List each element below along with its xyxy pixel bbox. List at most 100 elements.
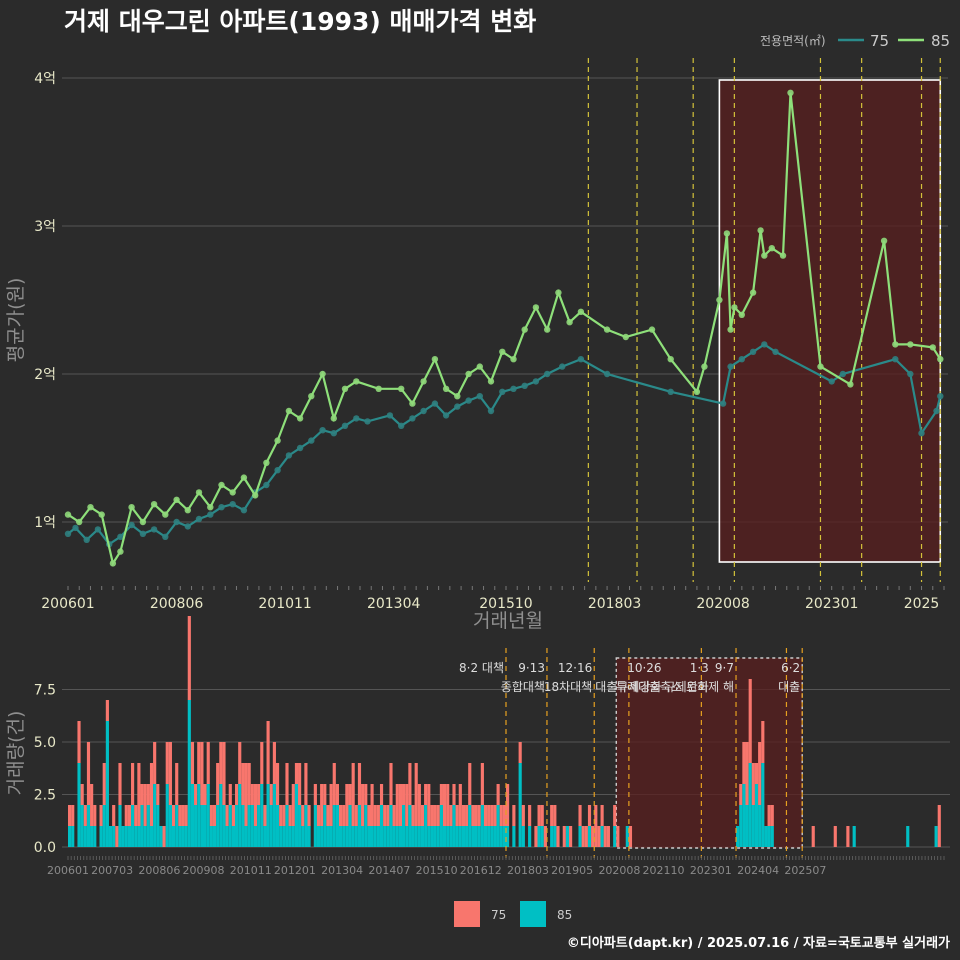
volume-bar-85 [764,826,768,847]
data-point-85 [240,474,248,481]
data-point-85 [195,489,203,496]
volume-bar-85 [238,784,242,847]
data-point-75 [150,526,158,533]
volume-bar-85 [748,763,752,847]
volume-bar-75 [354,805,358,826]
volume-bar-75 [241,763,245,805]
price-x-tick-label: 2025 [904,596,940,612]
volume-bar-75 [811,826,815,847]
volume-bar-85 [187,700,191,847]
volume-x-tick-label: 201510 [416,864,458,877]
volume-bar-75 [402,784,406,805]
volume-bar-75 [118,763,122,805]
volume-bar-85 [335,805,339,847]
volume-bar-75 [427,784,431,826]
volume-bar-85 [134,826,138,847]
volume-bar-85 [376,826,380,847]
volume-bar-85 [398,826,403,847]
data-point-85 [465,370,472,378]
volume-bar-85 [316,826,321,847]
volume-bar-75 [272,742,276,784]
volume-bar-75 [405,784,409,826]
volume-bar-75 [83,805,87,826]
volume-bar-75 [124,805,128,826]
volume-bar-85 [178,826,182,847]
volume-bar-75 [487,805,491,826]
volume-bar-75 [112,805,116,826]
data-point-85 [738,311,745,318]
volume-bar-75 [471,805,475,826]
volume-bar-75 [398,784,403,826]
data-point-85 [727,326,734,333]
volume-bar-85 [298,805,302,847]
volume-bar-85 [143,826,147,847]
volume-bar-75 [326,805,330,826]
volume-bar-75 [80,784,84,805]
volume-bar-85 [137,826,141,847]
data-point-75 [892,356,899,363]
volume-bar-75 [745,742,749,805]
data-point-85 [787,89,794,97]
data-point-75 [319,427,326,434]
volume-bar-75 [846,826,850,847]
volume-bar-85 [171,826,176,847]
volume-bar-85 [452,805,456,847]
volume-bar-75 [190,742,195,784]
data-point-75 [364,418,371,425]
legend-title: 전용면적(㎡) [760,34,826,48]
volume-bar-75 [253,784,258,826]
volume-bar-85 [165,784,169,847]
data-point-75 [442,412,450,419]
volume-bar-85 [553,826,557,847]
volume-bar-85 [411,826,415,847]
volume-bar-85 [90,826,94,847]
volume-bar-75 [483,805,488,826]
volume-bar-85 [455,826,459,847]
volume-bar-75 [304,763,308,805]
volume-bar-85 [206,784,210,847]
volume-bar-85 [131,805,135,847]
volume-bar-85 [285,805,289,847]
volume-bar-75 [408,763,412,805]
volume-bar-75 [594,805,598,847]
volume-bar-75 [203,784,207,805]
volume-x-tick-label: 200908 [182,864,224,877]
data-point-85 [150,501,158,508]
legend-label-85: 85 [931,32,950,50]
data-point-85 [420,378,427,385]
volume-bar-75 [90,784,94,826]
data-point-85 [487,378,495,385]
volume-bar-85 [461,826,466,847]
volume-bar-75 [238,742,242,784]
policy-annotation-name: 종합대책 [501,679,545,694]
data-point-75 [94,526,102,533]
volume-bar-75 [373,805,377,826]
volume-legend-label-75: 75 [491,908,506,922]
volume-bar-75 [389,763,393,805]
volume-bar-85 [140,805,144,847]
volume-bar-75 [499,805,503,826]
volume-bar-75 [257,784,261,805]
volume-bar-85 [386,826,390,847]
volume-bar-75 [288,805,292,826]
volume-bar-75 [71,805,75,826]
data-point-85 [761,252,768,259]
volume-bar-75 [200,742,204,805]
data-point-75 [162,533,169,540]
volume-bar-75 [578,805,582,826]
data-point-85 [274,437,281,444]
volume-bar-75 [171,805,176,826]
volume-bar-85 [468,805,472,847]
volume-bar-85 [83,826,87,847]
volume-bar-75 [212,805,217,826]
volume-bar-85 [852,826,856,847]
volume-bar-75 [351,763,355,826]
volume-x-tick-label: 200601 [47,864,89,877]
data-point-75 [487,407,495,415]
volume-bar-75 [168,742,172,805]
volume-bar-85 [228,805,232,847]
volume-legend: 75 85 [454,901,572,927]
volume-bar-85 [127,826,132,847]
legend-swatch-85 [520,901,546,927]
volume-bar-85 [430,826,434,847]
